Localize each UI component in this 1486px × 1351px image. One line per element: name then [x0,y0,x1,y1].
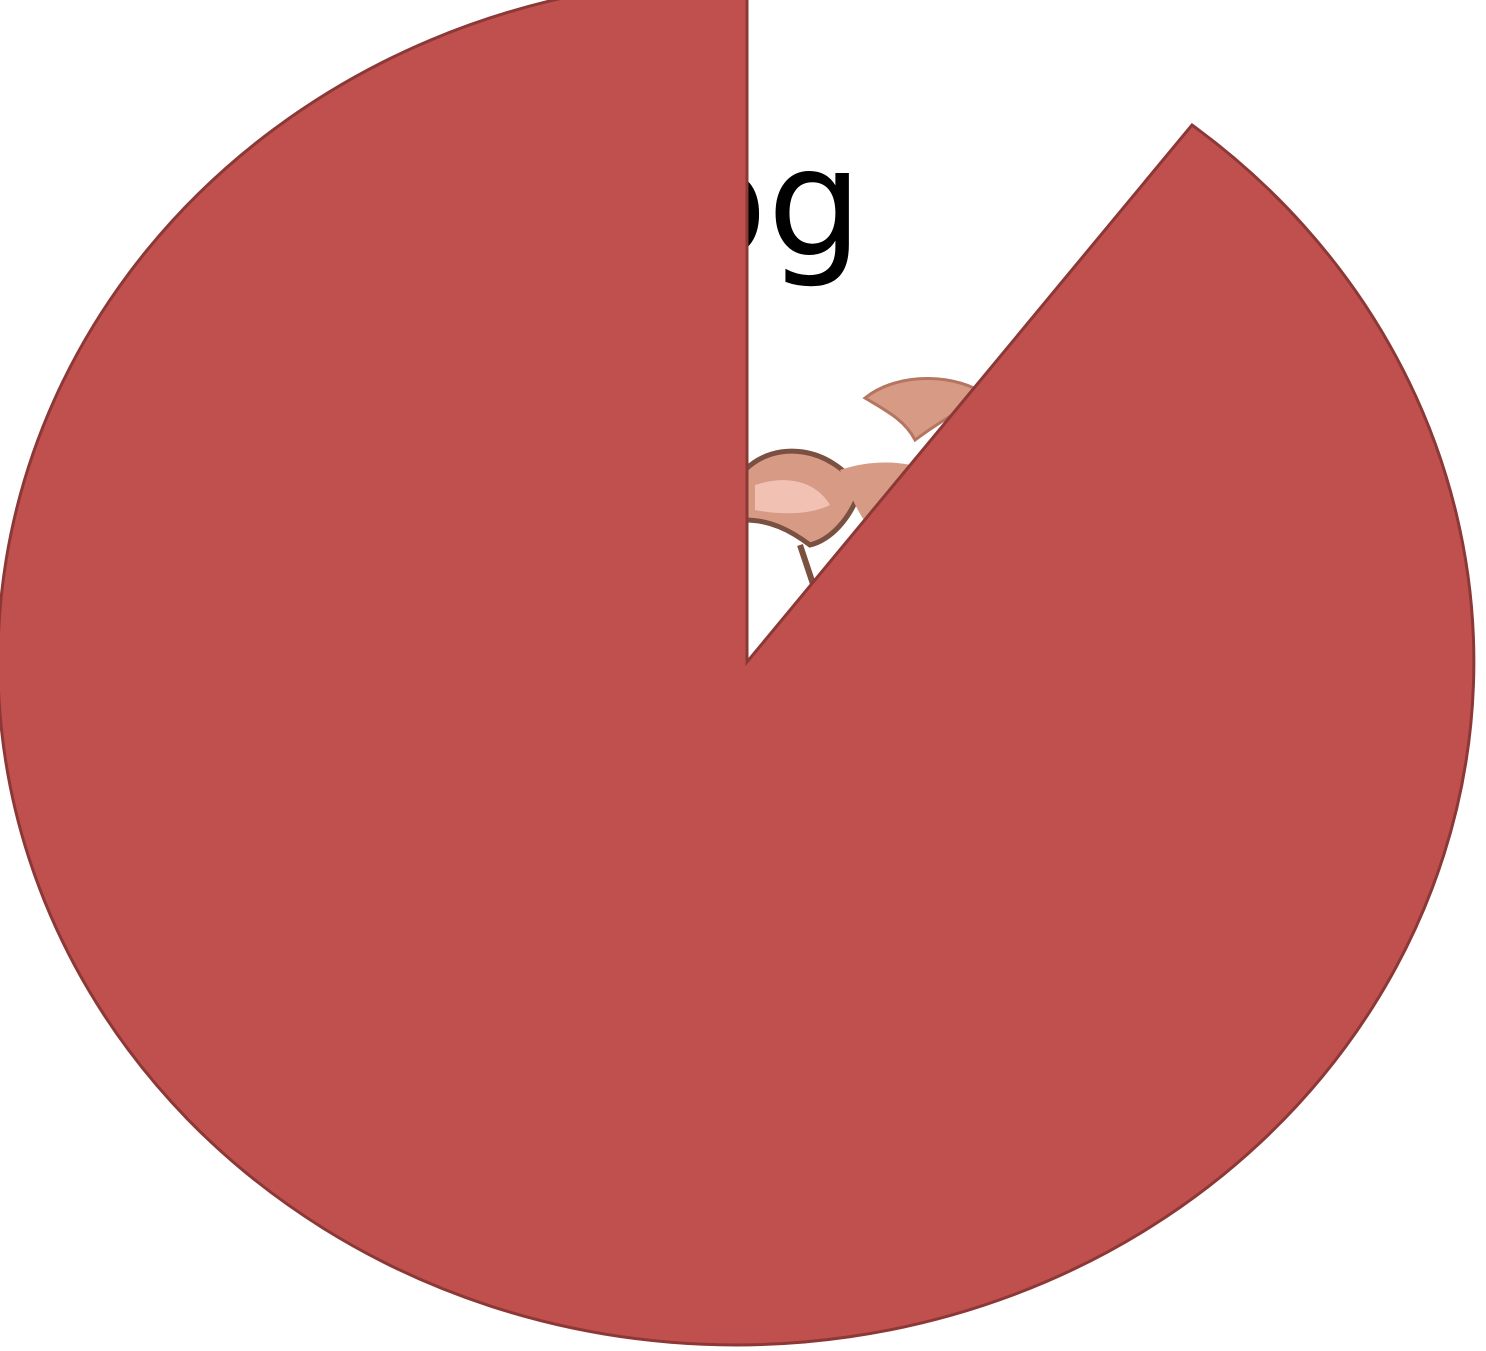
pie-shape [0,0,1476,1347]
slide: Dog [0,0,1476,1347]
